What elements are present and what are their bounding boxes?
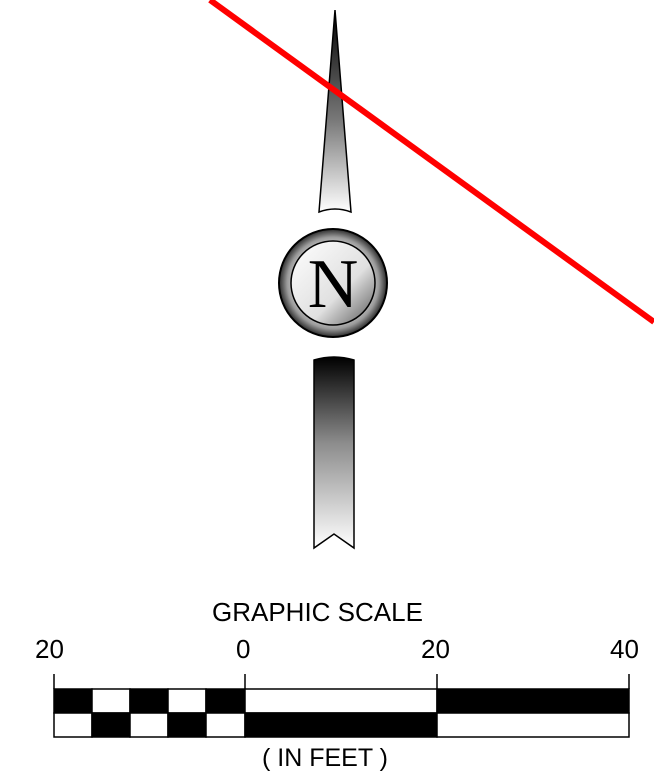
scale-label-right-20: 20 (421, 634, 450, 664)
scale-ticks (53, 674, 630, 689)
boundary-line (208, 0, 654, 325)
north-arrow-top-needle (318, 9, 352, 214)
scale-label-0: 0 (236, 634, 251, 664)
scale-title: GRAPHIC SCALE (212, 597, 423, 627)
scale-label-40: 40 (610, 634, 639, 664)
north-arrow-bottom-tail (313, 356, 355, 550)
north-letter: N (308, 246, 359, 323)
scale-unit: ( IN FEET ) (262, 744, 388, 772)
graphic-scale-bar (53, 688, 630, 738)
scale-label-left-20: 20 (35, 634, 64, 664)
north-arrow-compass-ring (278, 228, 388, 338)
